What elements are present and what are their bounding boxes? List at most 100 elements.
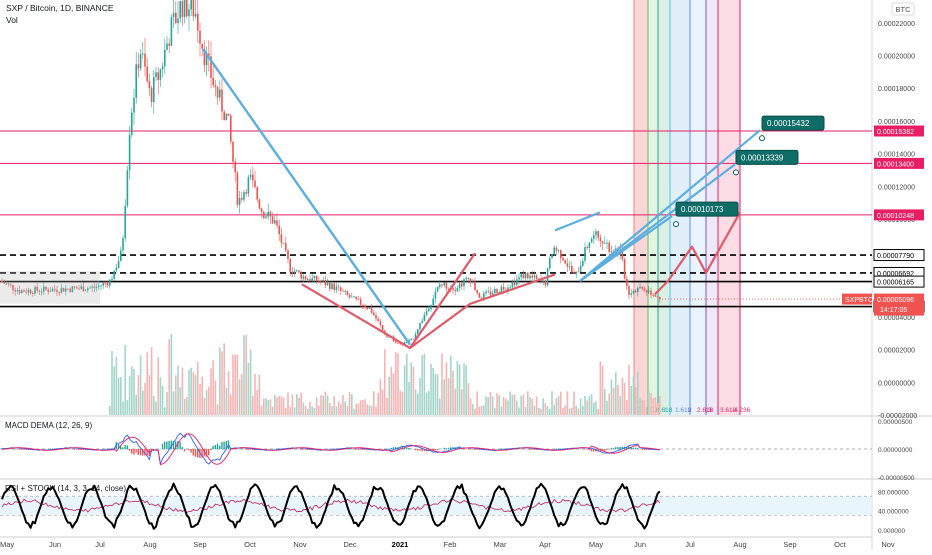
volume-bar: [490, 392, 492, 415]
candle-body: [241, 198, 243, 200]
candle-body: [364, 306, 366, 307]
time-axis-label: 2021: [392, 540, 409, 549]
candle-body: [131, 113, 133, 136]
candle-body: [245, 192, 247, 194]
volume-bar: [300, 393, 302, 415]
volume-bar: [382, 389, 384, 415]
volume-bar: [556, 398, 558, 415]
rsi-tick-label: 40.000000: [878, 509, 909, 516]
candle-body: [641, 287, 643, 289]
volume-bar: [171, 334, 173, 415]
time-axis-label: Oct: [834, 540, 847, 549]
volume-bar: [608, 393, 610, 415]
macd-histogram-bar: [21, 449, 22, 450]
candle-body: [650, 291, 652, 295]
volume-bar: [241, 374, 243, 415]
volume-bar: [450, 356, 452, 415]
volume-bar: [542, 398, 544, 415]
macd-histogram-bar: [408, 448, 409, 449]
volume-bar: [397, 353, 399, 415]
volume-bar: [611, 379, 613, 415]
candle-body: [527, 273, 529, 278]
macd-histogram-bar: [307, 449, 308, 450]
volume-bar: [406, 354, 408, 415]
candle-body: [272, 216, 274, 223]
candle-body: [177, 18, 179, 23]
volume-bar: [549, 409, 551, 415]
candle-body: [267, 212, 269, 217]
volume-bar: [274, 395, 276, 415]
volume-bar: [426, 392, 428, 415]
macd-histogram-bar: [589, 449, 590, 450]
candle-body: [520, 274, 522, 277]
volume-bar: [322, 396, 324, 415]
volume-bar: [177, 366, 179, 415]
candle-body: [146, 67, 148, 82]
volume-bar: [146, 352, 148, 415]
volume-bar: [628, 365, 630, 415]
macd-histogram-bar: [529, 449, 530, 450]
candle-body: [375, 315, 377, 319]
candle-body: [487, 291, 489, 292]
price-level-label: 0.00007790: [877, 253, 914, 260]
candle-body: [252, 175, 254, 181]
macd-histogram-bar: [591, 449, 592, 451]
candle-body: [230, 116, 232, 142]
volume-bar: [265, 398, 267, 415]
volume-bar: [309, 402, 311, 415]
macd-histogram-bar: [166, 442, 167, 450]
candle-body: [281, 234, 283, 243]
volume-bar: [311, 406, 313, 415]
volume-bar: [619, 396, 621, 415]
volume-bar: [443, 379, 445, 415]
volume-bar: [239, 379, 241, 415]
candle-body: [285, 243, 287, 250]
volume-bar: [215, 381, 217, 415]
macd-histogram-bar: [358, 449, 359, 450]
candle-body: [380, 321, 382, 325]
candle-body: [107, 283, 109, 286]
volume-bar: [248, 363, 250, 415]
macd-histogram-bar: [217, 444, 218, 450]
candle-body: [338, 286, 340, 287]
volume-bar: [516, 401, 518, 415]
candle-body: [556, 248, 558, 251]
candle-body: [133, 98, 135, 113]
candle-body: [309, 279, 311, 281]
macd-histogram-bar: [384, 449, 385, 450]
macd-histogram-bar: [190, 449, 191, 452]
time-axis-label: Aug: [143, 540, 156, 549]
macd-histogram-bar: [635, 448, 636, 450]
volume-bar: [391, 367, 393, 415]
candle-body: [549, 258, 551, 268]
volume-bar: [527, 391, 529, 415]
candle-body: [292, 272, 294, 273]
volume-bar: [483, 405, 485, 415]
time-axis-label: Dec: [343, 540, 357, 549]
volume-bar: [582, 406, 584, 415]
macd-histogram-bar: [472, 449, 473, 450]
volume-bar: [113, 366, 115, 415]
rsi-tick-label: 0.000000: [878, 528, 905, 535]
volume-bar: [342, 395, 344, 415]
volume-bar: [364, 399, 366, 415]
volume-bar: [487, 397, 489, 415]
volume-bar: [591, 394, 593, 415]
volume-bar: [160, 377, 162, 415]
candle-body: [584, 247, 586, 261]
candle-body: [111, 279, 113, 280]
volume-bar: [206, 390, 208, 415]
volume-bar: [270, 399, 272, 415]
volume-bar: [597, 409, 599, 415]
volume-bar: [217, 404, 219, 415]
price-level-label: 0.00006165: [877, 280, 914, 287]
candle-body: [243, 192, 245, 200]
volume-bar: [138, 375, 140, 415]
macd-histogram-bar: [463, 449, 464, 450]
macd-histogram-bar: [105, 449, 106, 450]
volume-bar: [589, 396, 591, 415]
volume-bar: [637, 372, 639, 415]
